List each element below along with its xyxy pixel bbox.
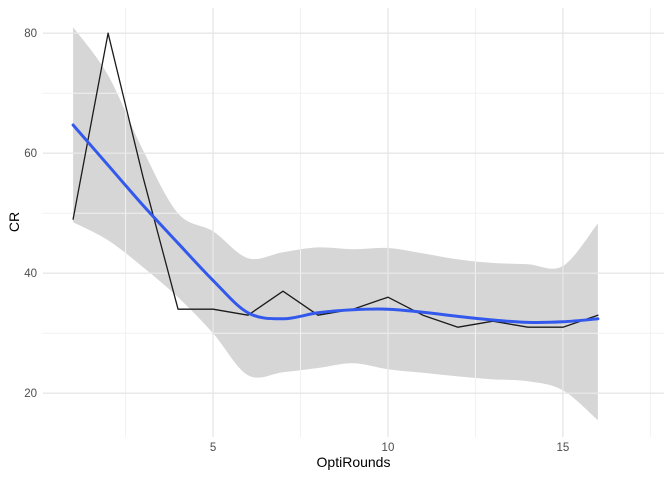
x-axis-title: OptiRounds xyxy=(316,454,391,470)
x-tick-label: 10 xyxy=(382,442,395,454)
x-tick-label: 5 xyxy=(210,442,216,454)
x-tick-label: 15 xyxy=(556,442,569,454)
y-tick-label: 80 xyxy=(24,28,37,40)
y-tick-label: 20 xyxy=(24,388,37,400)
y-tick-label: 40 xyxy=(24,268,37,280)
y-axis-title: CR xyxy=(6,211,22,233)
confidence-ribbon xyxy=(73,27,598,421)
y-tick-label: 60 xyxy=(24,148,37,160)
smooth-trend-line xyxy=(71,123,600,325)
